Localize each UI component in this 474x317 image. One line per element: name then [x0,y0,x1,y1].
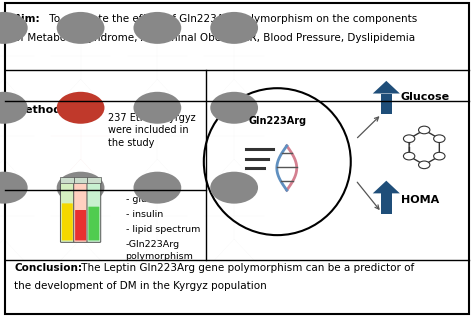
Polygon shape [373,181,400,193]
Text: of Metabolic Syndrome, Abdominal Obesity, IR, Blood Pressure, Dyslipidemia: of Metabolic Syndrome, Abdominal Obesity… [14,33,415,43]
Circle shape [57,92,104,124]
Circle shape [134,172,181,204]
Circle shape [419,161,430,169]
Circle shape [210,92,258,124]
FancyBboxPatch shape [60,178,74,183]
Text: -Gln223Arg: -Gln223Arg [126,240,180,249]
Text: Conclusion:: Conclusion: [14,263,82,273]
FancyBboxPatch shape [62,204,73,241]
Ellipse shape [204,88,351,235]
FancyBboxPatch shape [75,210,86,241]
Text: - glucose: - glucose [126,195,168,204]
Circle shape [0,92,27,124]
Circle shape [134,92,181,124]
Text: the development of DM in the Kyrgyz population: the development of DM in the Kyrgyz popu… [14,281,267,291]
Text: - insulin: - insulin [126,210,163,219]
Text: Findings:: Findings: [216,105,273,115]
Circle shape [0,172,27,204]
FancyBboxPatch shape [87,181,100,242]
Circle shape [134,12,181,44]
Text: Gln223Arg: Gln223Arg [248,116,306,126]
FancyBboxPatch shape [381,193,392,214]
Circle shape [210,12,258,44]
Text: 237 Ethnic Kyrgyz: 237 Ethnic Kyrgyz [108,113,195,123]
Circle shape [57,12,104,44]
Circle shape [0,12,27,44]
FancyBboxPatch shape [60,181,74,242]
Text: were included in: were included in [108,125,189,135]
FancyBboxPatch shape [381,94,392,114]
FancyBboxPatch shape [87,178,100,183]
Circle shape [419,126,430,134]
Text: Glucose: Glucose [401,92,450,102]
Circle shape [403,152,415,160]
Polygon shape [373,81,400,94]
Text: Methods:: Methods: [14,105,73,115]
FancyBboxPatch shape [73,178,87,183]
Text: The Leptin Gln223Arg gene polymorphism can be a predictor of: The Leptin Gln223Arg gene polymorphism c… [78,263,414,273]
Text: HOMA: HOMA [401,195,439,205]
Text: - lipid spectrum: - lipid spectrum [126,225,200,234]
Circle shape [434,135,445,143]
Circle shape [434,152,445,160]
Text: Aim:: Aim: [14,14,41,24]
Text: polymorphism: polymorphism [126,252,193,261]
Circle shape [403,135,415,143]
Text: the study: the study [108,138,154,148]
Circle shape [210,172,258,204]
FancyBboxPatch shape [5,3,469,314]
FancyBboxPatch shape [88,207,99,241]
Circle shape [57,172,104,204]
Text: To evaluate the effect of Gln223Arg polymorphism on the components: To evaluate the effect of Gln223Arg poly… [46,14,418,24]
FancyBboxPatch shape [73,181,87,242]
